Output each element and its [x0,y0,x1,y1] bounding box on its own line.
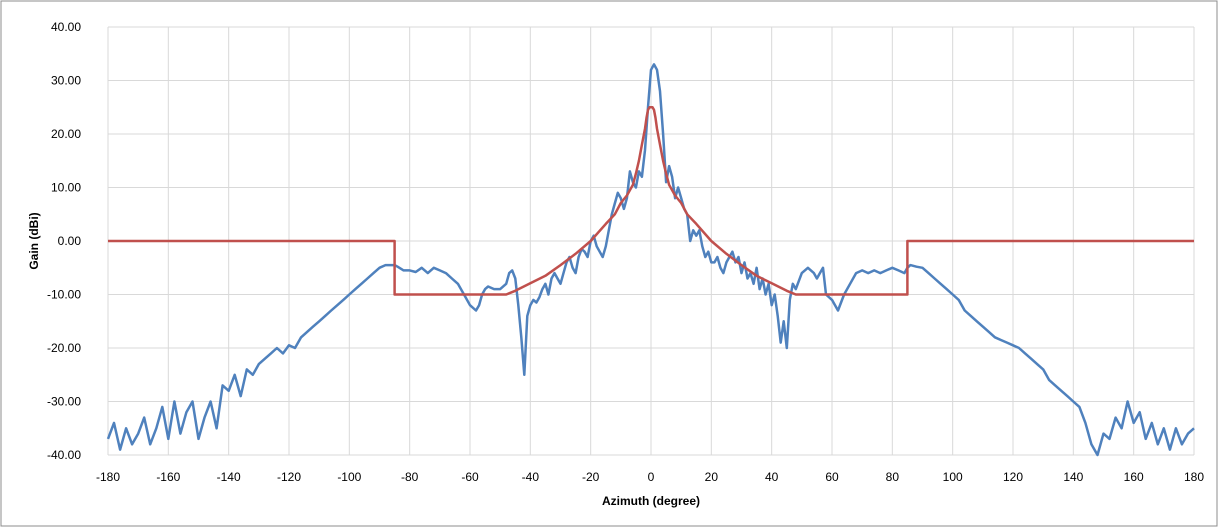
x-tick-label: 0 [648,470,655,484]
x-tick-label: -40 [522,470,540,484]
x-axis-ticks: -180 -160 -140 -120 -100 -80 -60 -40 -20 0 20 40 60 8… [96,470,1204,484]
x-tick-label: 180 [1184,470,1204,484]
x-tick-label: 100 [943,470,963,484]
y-axis-ticks: 40.00 30.00 20.00 10.00 0.00 -10.00 -20.00 -30.… [47,20,81,462]
x-tick-label: 160 [1124,470,1144,484]
series-line-2 [108,106,1194,296]
y-tick-label: 40.00 [51,20,81,34]
y-tick-label: -40.00 [47,448,81,462]
x-tick-label: -180 [96,470,120,484]
series-group [106,63,1195,457]
y-tick-label: 20.00 [51,127,81,141]
grid [107,26,1195,456]
y-tick-label: 10.00 [51,181,81,195]
y-axis-label: Gain (dBi) [27,212,41,269]
y-tick-label: 0.00 [58,234,82,248]
x-tick-label: 140 [1063,470,1083,484]
x-tick-label: 40 [765,470,779,484]
x-tick-label: 60 [825,470,839,484]
y-tick-label: -10.00 [47,288,81,302]
x-tick-label: -60 [461,470,479,484]
y-tick-label: -20.00 [47,341,81,355]
x-tick-label: -160 [156,470,180,484]
x-tick-label: -20 [582,470,600,484]
x-axis-label: Azimuth (degree) [602,494,700,508]
series-line-1 [106,63,1195,457]
y-tick-label: -30.00 [47,395,81,409]
x-tick-label: -120 [277,470,301,484]
x-tick-label: 80 [886,470,900,484]
x-tick-label: -80 [401,470,419,484]
x-tick-label: 120 [1003,470,1023,484]
x-tick-label: 20 [705,470,719,484]
x-tick-label: -100 [337,470,361,484]
x-tick-label: -140 [217,470,241,484]
y-tick-label: 30.00 [51,74,81,88]
